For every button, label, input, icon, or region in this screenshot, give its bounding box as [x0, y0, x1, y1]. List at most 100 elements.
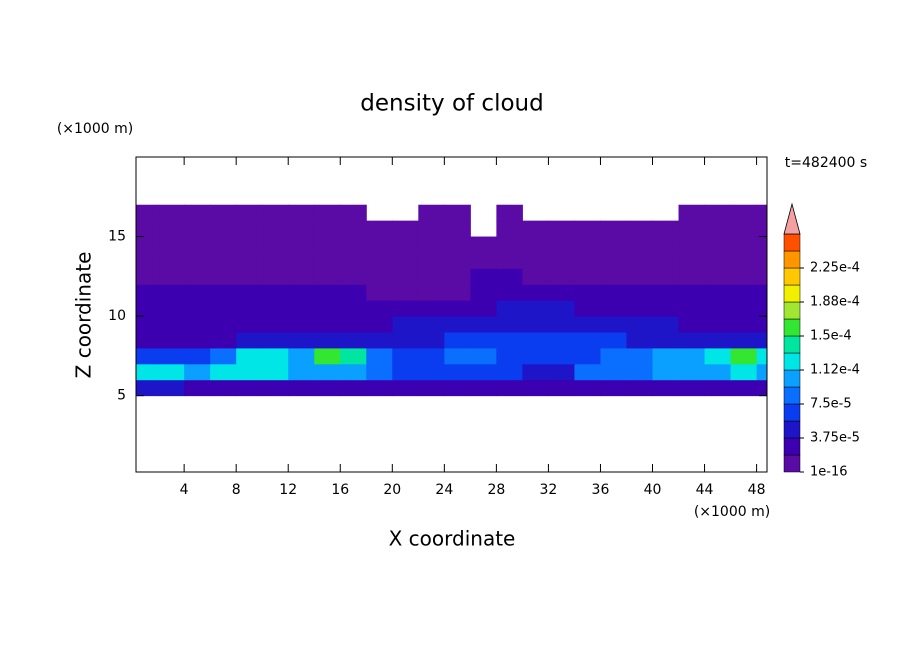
field-cell: [496, 236, 523, 253]
field-cell: [210, 379, 237, 397]
field-cell: [496, 220, 523, 238]
x-tick-label: 12: [279, 482, 297, 498]
field-cell: [392, 347, 419, 365]
field-cell: [704, 363, 732, 381]
field-cell: [418, 363, 445, 381]
field-cell: [418, 300, 445, 317]
field-cell: [548, 332, 575, 349]
field-cell: [158, 284, 185, 301]
field-cell: [136, 332, 159, 349]
field-cell: [314, 316, 341, 333]
field-cell: [678, 316, 706, 333]
field-cell: [418, 379, 445, 397]
field-cell: [704, 379, 732, 397]
field-cell: [136, 252, 159, 269]
field-cell: [340, 204, 367, 222]
field-cell: [236, 347, 263, 365]
field-cell: [470, 347, 497, 365]
field-cell: [158, 236, 185, 253]
field-cell: [340, 347, 367, 365]
field-cell: [756, 347, 767, 365]
field-cell: [392, 220, 419, 238]
field-cell: [288, 363, 315, 381]
field-cell: [626, 347, 654, 365]
field-cell: [756, 300, 767, 317]
field-cell: [756, 220, 767, 238]
field-cell: [314, 347, 341, 365]
field-cell: [574, 236, 601, 253]
field-cell: [210, 220, 237, 238]
field-cell: [136, 347, 159, 365]
x-tick-label: 24: [435, 482, 453, 498]
field-cell: [236, 379, 263, 397]
field-cell: [600, 236, 627, 253]
field-cell: [184, 220, 211, 238]
field-cell: [522, 220, 549, 238]
field-cell: [288, 332, 315, 349]
field-cell: [184, 284, 211, 301]
field-cell: [756, 316, 767, 333]
field-cell: [704, 220, 732, 238]
field-cell: [678, 379, 706, 397]
field-cell: [704, 268, 732, 285]
field-cell: [314, 204, 341, 222]
field-cell: [236, 332, 263, 349]
field-cell: [600, 379, 627, 397]
field-cell: [288, 300, 315, 317]
field-cell: [262, 316, 289, 333]
field-cell: [158, 363, 185, 381]
field-cell: [136, 379, 159, 397]
colorbar-band: [783, 250, 801, 269]
colorbar-band: [783, 403, 801, 422]
field-cell: [600, 347, 627, 365]
x-tick-label: 4: [180, 482, 189, 498]
field-cell: [288, 347, 315, 365]
field-cell: [704, 300, 732, 317]
field-cell: [600, 220, 627, 238]
colorbar-band: [783, 437, 801, 456]
field-cell: [678, 363, 706, 381]
field-cell: [262, 363, 289, 381]
colorbar-extension: [783, 202, 801, 235]
colorbar-tick-label: 3.75e-5: [810, 431, 860, 446]
field-cell: [470, 379, 497, 397]
field-cell: [626, 284, 654, 301]
field-cell: [340, 300, 367, 317]
field-cell: [136, 284, 159, 301]
field-cell: [366, 236, 393, 253]
field-cell: [626, 379, 654, 397]
field-cell: [366, 300, 393, 317]
field-cell: [652, 379, 680, 397]
field-cell: [548, 316, 575, 333]
field-cell: [314, 268, 341, 285]
field-cell: [392, 300, 419, 317]
field-cell: [496, 204, 523, 222]
field-cell: [184, 347, 211, 365]
field-cell: [236, 300, 263, 317]
field-cell: [678, 220, 706, 238]
field-cell: [392, 236, 419, 253]
field-cell: [574, 363, 601, 381]
field-cell: [262, 379, 289, 397]
field-cell: [496, 363, 523, 381]
field-cell: [340, 220, 367, 238]
time-annotation: t=482400 s: [785, 155, 867, 171]
field-cell: [444, 300, 471, 317]
field-cell: [366, 379, 393, 397]
field-cell: [704, 332, 732, 349]
field-cell: [600, 268, 627, 285]
field-cell: [678, 204, 706, 222]
colorbar-band: [783, 301, 801, 320]
field-cell: [756, 204, 767, 222]
field-cell: [444, 284, 471, 301]
field-cell: [158, 316, 185, 333]
field-cell: [496, 300, 523, 317]
field-cell: [184, 236, 211, 253]
field-cell: [678, 284, 706, 301]
colorbar-tick-label: 1.12e-4: [810, 363, 860, 378]
field-cell: [730, 300, 758, 317]
field-cell: [392, 363, 419, 381]
field-cell: [756, 332, 767, 349]
field-cell: [496, 332, 523, 349]
field-cell: [522, 236, 549, 253]
